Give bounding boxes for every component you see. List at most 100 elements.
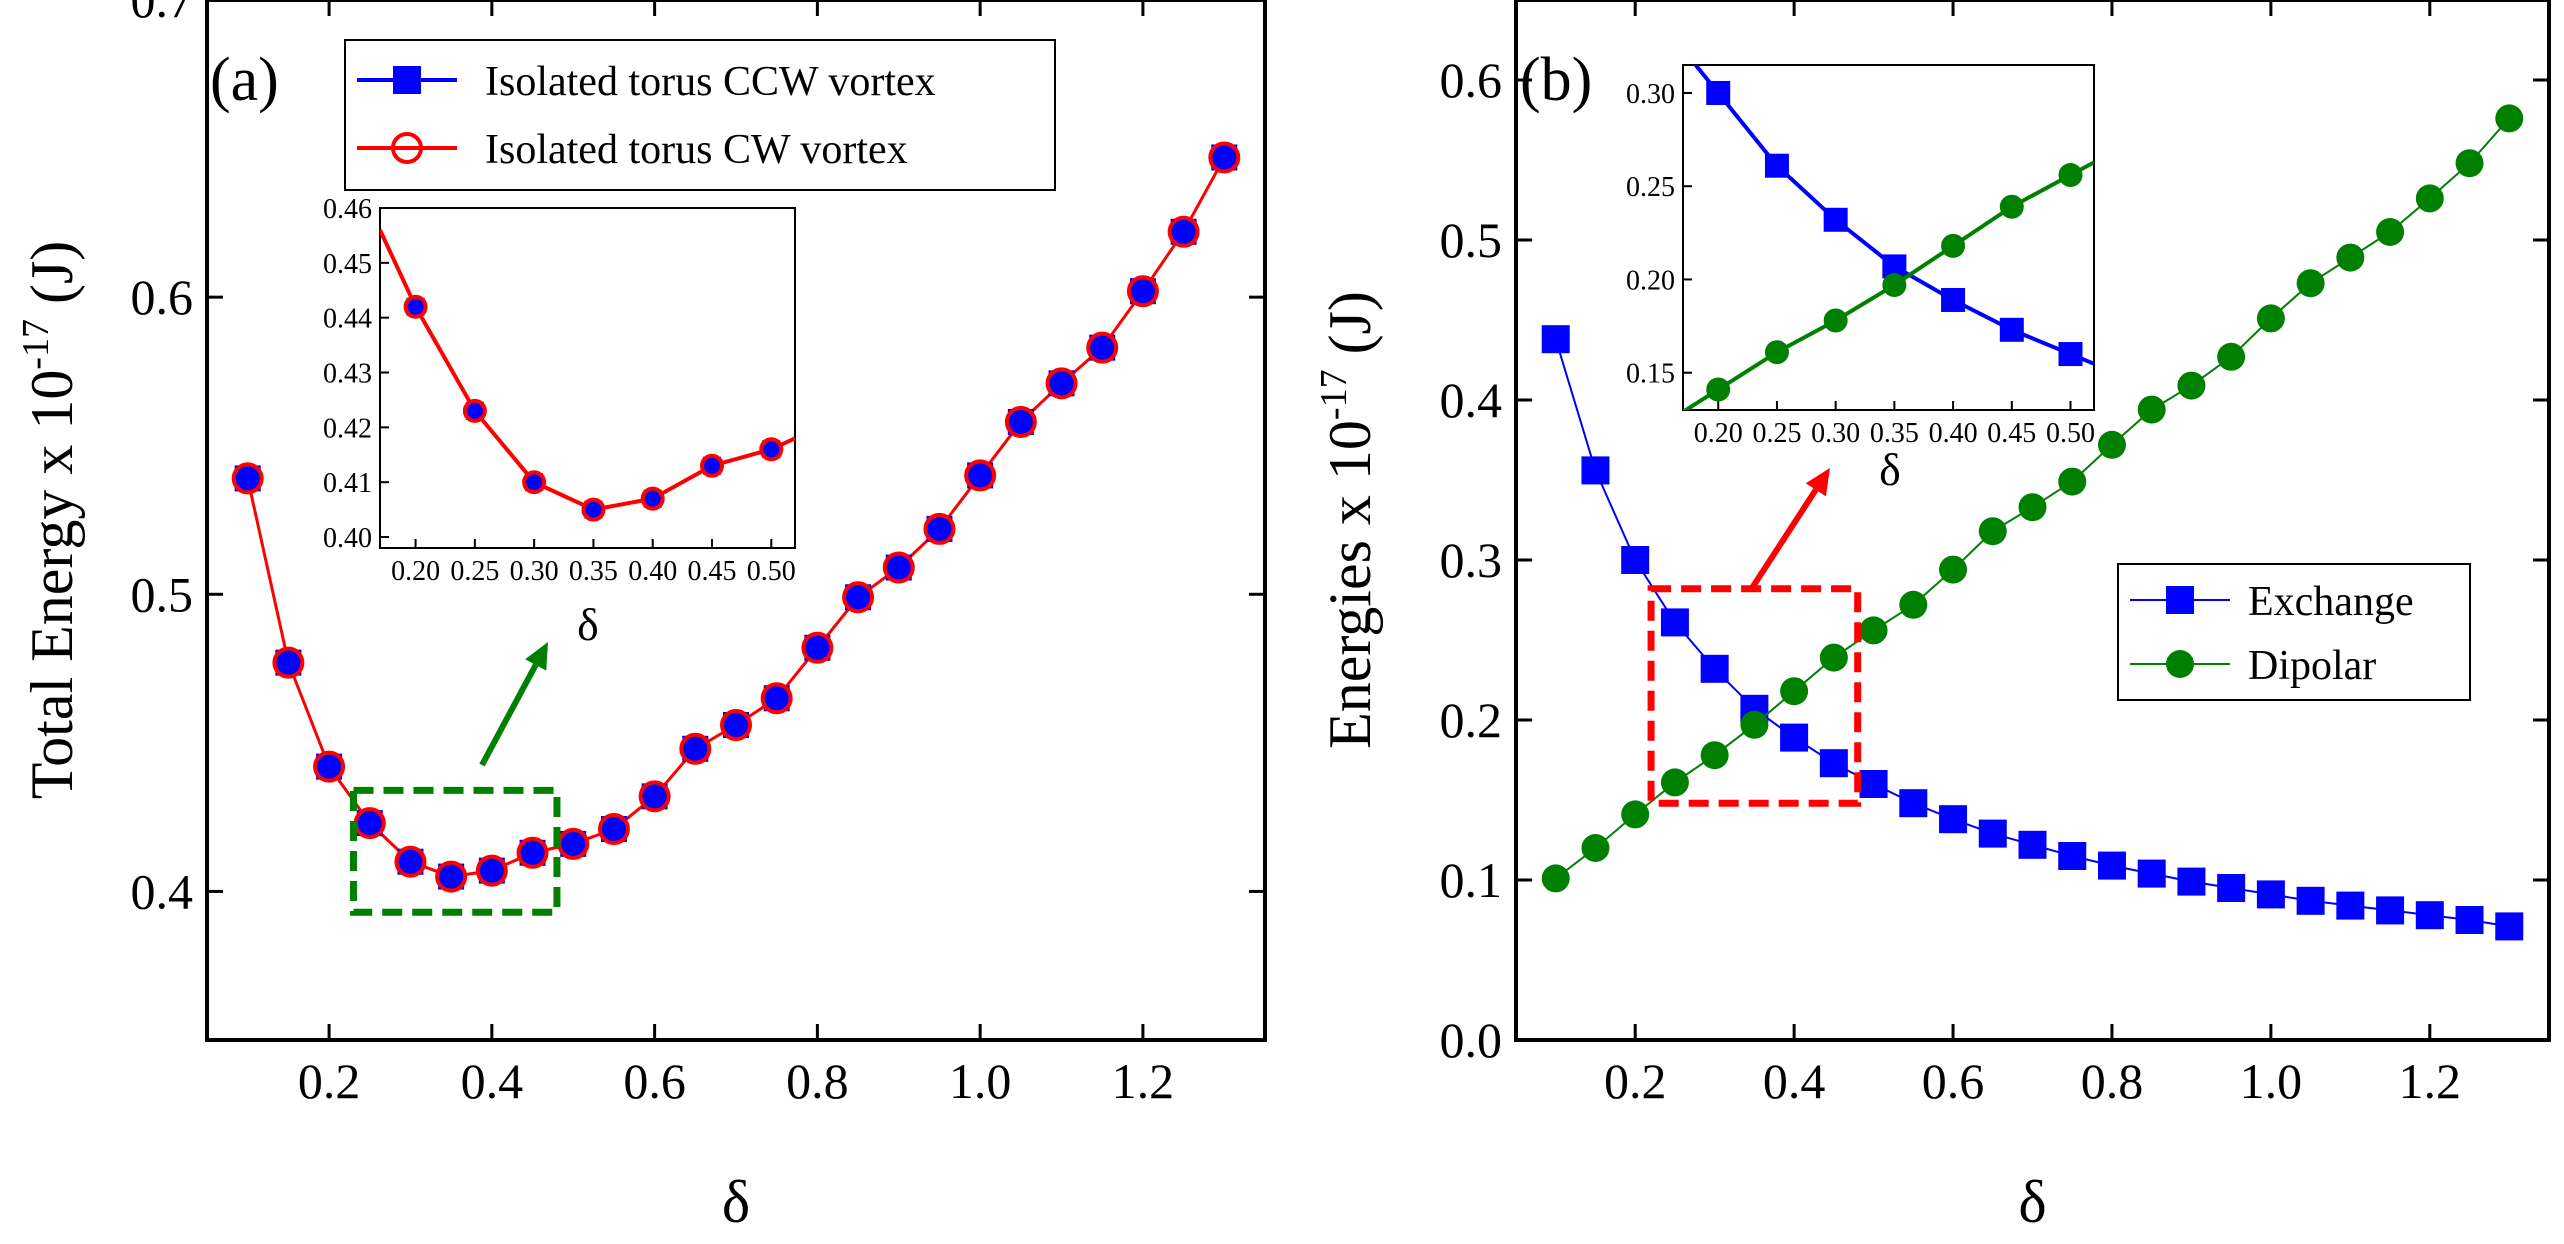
x-tick-label: 0.8 bbox=[2081, 1053, 2144, 1109]
inset-point-dipolar bbox=[1764, 340, 1789, 365]
zoom-arrow bbox=[1749, 488, 1819, 590]
inset-point-ccw bbox=[406, 297, 425, 316]
point-cw bbox=[1004, 405, 1037, 438]
inset-point-ccw bbox=[703, 456, 721, 475]
point-dipolar bbox=[2058, 467, 2087, 496]
point-exchange bbox=[2455, 906, 2484, 934]
point-exchange bbox=[2137, 859, 2166, 888]
point-cw bbox=[760, 682, 793, 715]
point-dipolar bbox=[1978, 517, 2007, 546]
inset-point-dipolar bbox=[1706, 377, 1731, 402]
point-exchange bbox=[2097, 851, 2126, 880]
inset-y-tick-label: 0.43 bbox=[323, 359, 372, 390]
point-dipolar bbox=[2137, 395, 2166, 424]
point-dipolar bbox=[2415, 184, 2444, 213]
zoom-arrow bbox=[479, 663, 539, 767]
x-tick-label: 0.4 bbox=[1763, 1053, 1826, 1109]
inset-point-exchange bbox=[1882, 254, 1907, 279]
panel-b: 0.2 0.4 0.6 0.8 1.0 1.2 0.0 0.1 0.2 0.3 0.4 0.5 0.6 δ… bbox=[1313, 0, 2551, 1235]
point-dipolar bbox=[2177, 371, 2206, 400]
y-tick-label: 0.7 bbox=[131, 0, 194, 28]
point-dipolar bbox=[1780, 677, 1809, 706]
point-dipolar bbox=[1899, 590, 1928, 619]
point-cw bbox=[313, 750, 346, 783]
legend-marker bbox=[2166, 586, 2194, 614]
inset-frame bbox=[379, 207, 796, 549]
point-dipolar bbox=[1859, 616, 1888, 645]
point-cw bbox=[435, 860, 468, 893]
point-exchange bbox=[2256, 880, 2285, 909]
y-tick-label: 0.4 bbox=[131, 863, 194, 919]
inset-point-dipolar bbox=[1941, 233, 1966, 258]
inset-x-tick-label: 0.45 bbox=[688, 556, 737, 587]
point-dipolar bbox=[1740, 710, 1769, 739]
inset-point-dipolar bbox=[1823, 308, 1848, 333]
point-dipolar bbox=[2376, 218, 2405, 246]
point-dipolar bbox=[2336, 243, 2365, 272]
inset-point-exchange bbox=[1764, 153, 1789, 178]
x-tick-label: 0.2 bbox=[1604, 1053, 1667, 1109]
inset-point-exchange bbox=[2058, 342, 2083, 367]
point-dipolar bbox=[2296, 269, 2325, 298]
inset-point-ccw bbox=[762, 440, 781, 459]
x-axis-label: δ bbox=[2018, 1169, 2046, 1235]
inset-y-tick-label: 0.42 bbox=[323, 413, 372, 444]
legend-label: Dipolar bbox=[2248, 643, 2376, 689]
point-exchange bbox=[2177, 867, 2206, 896]
x-tick-label: 1.0 bbox=[949, 1053, 1012, 1109]
inset-point-exchange bbox=[1941, 287, 1966, 312]
inset-x-tick-label: 0.20 bbox=[1694, 418, 1743, 449]
zoom-box bbox=[349, 786, 561, 916]
inset-y-tick-label: 0.40 bbox=[323, 523, 372, 554]
inset-x-tick-label: 0.50 bbox=[2046, 418, 2095, 449]
inset-point-cw bbox=[462, 398, 487, 423]
inset-point-dipolar bbox=[1882, 273, 1907, 298]
inset-y-tick-label: 0.44 bbox=[323, 304, 372, 335]
inset-y-tick-label: 0.15 bbox=[1626, 359, 1675, 390]
inset-x-tick-label: 0.40 bbox=[628, 556, 677, 587]
point-exchange bbox=[2415, 901, 2444, 930]
y-tick-label: 0.3 bbox=[1440, 532, 1503, 588]
y-axis-label: Total Energy x 10-17 (J) bbox=[15, 241, 85, 800]
point-cw bbox=[1086, 331, 1119, 364]
point-exchange bbox=[2058, 842, 2087, 870]
legend-label: Isolated torus CCW vortex bbox=[485, 59, 936, 105]
point-exchange bbox=[1819, 749, 1848, 778]
point-cw bbox=[272, 646, 305, 679]
point-cw bbox=[679, 732, 712, 765]
x-tick-label: 0.6 bbox=[623, 1053, 686, 1109]
point-cw bbox=[882, 551, 915, 584]
inset-x-tick-label: 0.40 bbox=[1929, 418, 1978, 449]
point-dipolar bbox=[2495, 104, 2524, 133]
point-cw bbox=[842, 581, 875, 614]
point-dipolar bbox=[1541, 864, 1570, 893]
inset-y-tick-label: 0.45 bbox=[323, 249, 372, 280]
inset-point-ccw bbox=[584, 500, 603, 519]
point-cw bbox=[597, 813, 630, 846]
point-exchange bbox=[1859, 770, 1888, 798]
inset-point-ccw bbox=[525, 473, 544, 492]
inset-point-dipolar bbox=[2058, 163, 2083, 188]
inset-x-tick-label: 0.35 bbox=[569, 556, 618, 587]
zoom-arrow-head bbox=[1805, 468, 1830, 497]
inset-x-tick-label: 0.25 bbox=[450, 556, 499, 587]
panel-a: 0.2 0.4 0.6 0.8 1.0 1.2 0.4 0.5 0.6 0.7 δ Total Ene… bbox=[15, 0, 1267, 1235]
point-exchange bbox=[2376, 896, 2405, 925]
point-dipolar bbox=[1939, 555, 1968, 584]
point-exchange bbox=[1939, 805, 1968, 834]
x-tick-label: 1.2 bbox=[2399, 1053, 2462, 1109]
point-exchange bbox=[1899, 789, 1928, 818]
point-exchange bbox=[1660, 608, 1689, 637]
y-tick-label: 0.0 bbox=[1440, 1012, 1503, 1068]
point-cw bbox=[231, 462, 264, 495]
y-tick-label: 0.6 bbox=[1440, 52, 1503, 108]
point-exchange bbox=[1978, 819, 2007, 848]
legend-marker bbox=[2166, 650, 2194, 678]
x-tick-label: 0.4 bbox=[461, 1053, 524, 1109]
inset-b: 0.20 0.25 0.30 0.35 0.40 0.45 0.50 0.15 0.20 0.25… bbox=[1626, 64, 2095, 449]
inset-x-tick-label: 0.20 bbox=[391, 556, 440, 587]
inset-point-cw bbox=[581, 497, 606, 522]
y-tick-label: 0.6 bbox=[131, 269, 194, 325]
x-tick-label: 0.6 bbox=[1922, 1053, 1985, 1109]
inset-point-exchange bbox=[1706, 80, 1731, 105]
